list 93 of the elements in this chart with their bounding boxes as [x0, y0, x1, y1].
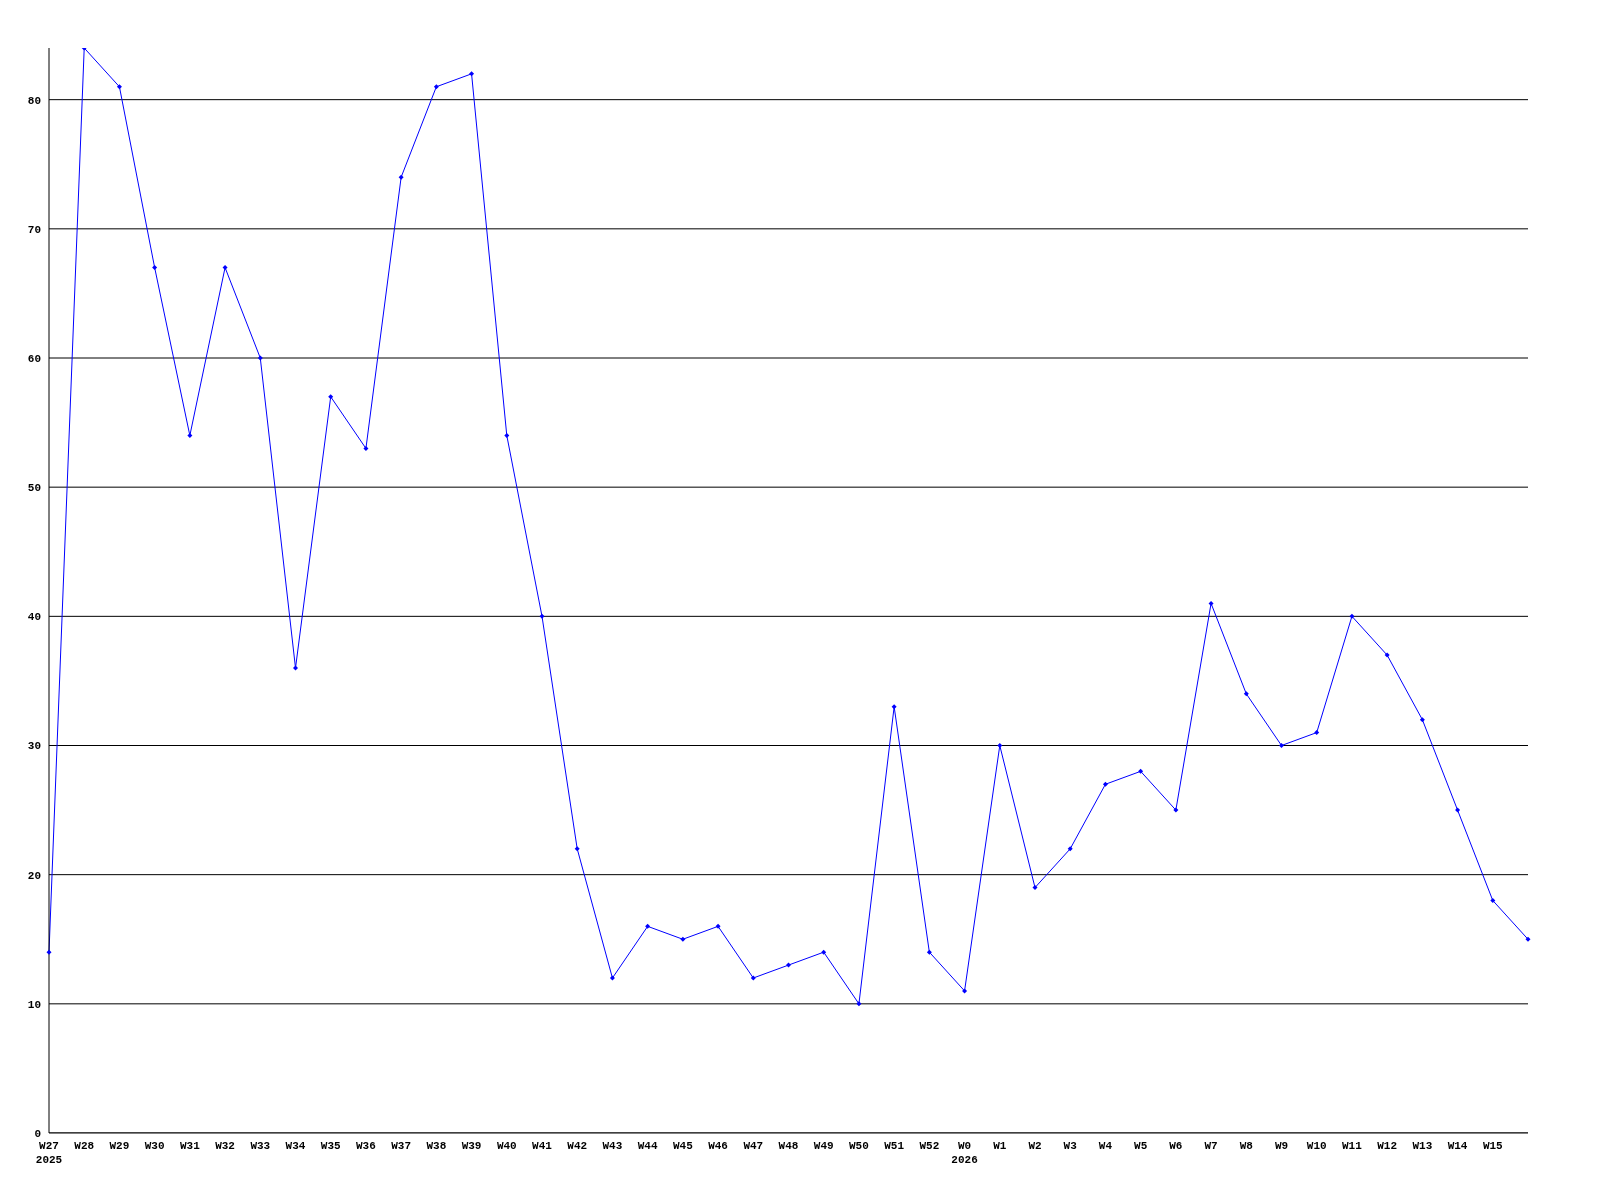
- x-tick-label: W35: [320, 1140, 342, 1152]
- x-tick-label: W13: [1412, 1140, 1433, 1152]
- point: [786, 962, 791, 968]
- point: [257, 355, 263, 361]
- point: [1279, 743, 1284, 748]
- point: [187, 433, 193, 438]
- x-tick-label: W10: [1306, 1140, 1327, 1152]
- point: [1384, 652, 1390, 658]
- point: [363, 445, 369, 451]
- x-tick-label: W45: [672, 1140, 694, 1152]
- x-tick-label: W28: [74, 1140, 95, 1152]
- point: [574, 846, 580, 852]
- point: [539, 613, 545, 619]
- point: [1349, 613, 1355, 619]
- x-tick-label: W36: [356, 1140, 376, 1152]
- y-tick-label: 50: [27, 482, 41, 495]
- y-tick-label: 10: [27, 998, 41, 1011]
- x-tick-label: W27 2025: [35, 1140, 63, 1166]
- x-tick-label: W39: [461, 1140, 482, 1152]
- x-tick-label: W14: [1447, 1140, 1468, 1152]
- point: [222, 265, 228, 271]
- x-tick-label: W34: [285, 1140, 306, 1152]
- x-tick-label: W38: [426, 1140, 447, 1152]
- x-tick-label: W12: [1377, 1140, 1398, 1152]
- point: [645, 923, 651, 929]
- point: [856, 1001, 862, 1007]
- x-tick-label: W9: [1274, 1140, 1289, 1152]
- x-tick-label: W44: [637, 1140, 658, 1152]
- point: [821, 949, 827, 955]
- x-tick-label: W51: [884, 1140, 905, 1152]
- point: [609, 975, 615, 981]
- point: [962, 988, 968, 994]
- point: [398, 174, 404, 180]
- x-tick-label: W43: [602, 1140, 623, 1152]
- x-tick-label: W3: [1063, 1140, 1078, 1152]
- y-tick-label: 80: [27, 94, 41, 107]
- x-tick-label: W41: [532, 1140, 553, 1152]
- x-tick-label: W11: [1342, 1140, 1363, 1152]
- point: [504, 433, 510, 438]
- x-tick-label: W4: [1098, 1140, 1113, 1152]
- x-tick-label: W29: [109, 1140, 130, 1152]
- x-tick-label: W8: [1239, 1140, 1254, 1152]
- point: [997, 743, 1003, 748]
- point: [680, 936, 686, 942]
- point: [433, 84, 439, 90]
- x-tick-label: W2: [1028, 1140, 1042, 1152]
- point: [1208, 600, 1214, 606]
- x-tick-label: W48: [778, 1140, 799, 1152]
- point: [1102, 781, 1108, 787]
- point: [152, 265, 158, 271]
- x-tick-label: W1: [993, 1140, 1007, 1152]
- point: [1314, 730, 1320, 736]
- point: [1138, 768, 1144, 774]
- point: [715, 923, 721, 929]
- point: [1419, 717, 1425, 723]
- point: [926, 949, 932, 955]
- y-tick-label: 70: [27, 223, 41, 236]
- point: [750, 975, 756, 981]
- point: [1455, 807, 1461, 813]
- x-tick-label: W37: [391, 1140, 412, 1152]
- y-tick-label: 20: [27, 869, 41, 882]
- point: [1490, 898, 1496, 903]
- x-tick-label: W52: [919, 1140, 940, 1152]
- x-tick-label: W40: [496, 1140, 517, 1152]
- x-tick-label: W33: [250, 1140, 271, 1152]
- x-tick-label: W42: [567, 1140, 588, 1152]
- point: [891, 704, 897, 710]
- x-tick-label: W30: [144, 1140, 165, 1152]
- point: [328, 394, 334, 400]
- y-tick-label: 30: [27, 740, 41, 753]
- x-tick-label: W50: [849, 1140, 869, 1152]
- point: [293, 665, 298, 671]
- point: [1032, 885, 1038, 891]
- point: [1173, 807, 1179, 813]
- x-tick-label: W6: [1169, 1140, 1183, 1152]
- point: [1067, 846, 1073, 852]
- x-tick-label: W0 2026: [951, 1140, 978, 1166]
- x-tick-label: W47: [743, 1140, 764, 1152]
- x-tick-label: W15: [1482, 1140, 1504, 1152]
- y-tick-label: 60: [27, 352, 41, 365]
- point: [46, 949, 52, 955]
- point: [1525, 936, 1531, 942]
- y-tick-label: 0: [34, 1127, 41, 1140]
- point: [1243, 691, 1249, 697]
- x-tick-label: W32: [215, 1140, 235, 1152]
- x-tick-label: W49: [813, 1140, 834, 1152]
- x-tick-label: W31: [179, 1140, 201, 1152]
- point: [116, 84, 122, 90]
- x-tick-label: W7: [1204, 1140, 1218, 1152]
- x-tick-label: W5: [1134, 1140, 1148, 1152]
- point: [469, 71, 475, 77]
- x-tick-label: W46: [708, 1140, 728, 1152]
- y-tick-label: 40: [27, 611, 41, 624]
